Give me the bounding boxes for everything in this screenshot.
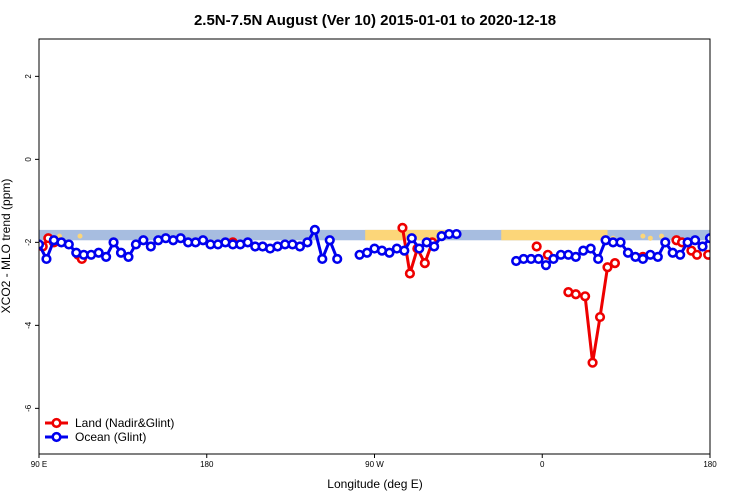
axes: 90 E 180 90 W 0 180 2 0 -2 -4 -6 <box>24 74 717 469</box>
series-1-point-2-5 <box>548 253 559 265</box>
series-0-point-3-0 <box>397 222 408 233</box>
land-band-0 <box>365 229 446 241</box>
legend: Land (Nadir&Glint)Ocean (Glint) <box>45 416 174 444</box>
plot-area <box>39 222 729 368</box>
series-1-point-0-28 <box>242 237 253 248</box>
series-0-point-3-1 <box>404 268 416 279</box>
series-1-point-0-40 <box>332 253 343 265</box>
x-tick-label-1: 180 <box>200 460 214 469</box>
legend-marker-0 <box>51 417 62 429</box>
series-1-point-2-20 <box>660 237 671 248</box>
series-0-point-6-4 <box>594 311 606 323</box>
series-1-point-2-24 <box>689 235 701 246</box>
series-0-point-6-6 <box>609 258 621 269</box>
series-1-point-0-11 <box>115 247 127 258</box>
series-1-point-1-10 <box>429 241 440 252</box>
x-tick-label-0: 90 E <box>31 460 47 469</box>
series-1-point-1-4 <box>384 247 395 258</box>
series-1-point-1-6 <box>399 245 410 256</box>
series-1-point-0-1 <box>41 253 52 265</box>
series-0-line-6 <box>567 261 616 365</box>
series-1-point-2-28 <box>721 236 729 244</box>
legend-label-1: Ocean (Glint) <box>75 430 146 444</box>
series-1-point-0-8 <box>93 247 104 258</box>
series-0-point-6-2 <box>580 291 591 302</box>
series-0-point-4-0 <box>531 241 542 252</box>
series-1-point-0-22 <box>197 235 209 246</box>
y-tick-label-4: -6 <box>24 404 33 412</box>
series-0-point-3-3 <box>419 258 430 269</box>
chart-title: 2.5N-7.5N August (Ver 10) 2015-01-01 to … <box>194 12 556 29</box>
series-1-point-1-8 <box>414 243 425 254</box>
x-tick-label-4: 180 <box>703 460 717 469</box>
series-1-point-0-14 <box>138 235 149 246</box>
series-1-point-1-7 <box>406 233 417 244</box>
series-0-point-6-3 <box>587 357 598 368</box>
x-tick-label-3: 0 <box>540 460 545 469</box>
land-spot-6 <box>640 233 646 239</box>
series-1-point-0-35 <box>294 241 306 252</box>
series-1-point-2-15 <box>622 247 634 258</box>
land-spot-2 <box>77 233 83 239</box>
series-1-point-0-10 <box>108 237 119 248</box>
series-1-point-2-17 <box>637 253 649 265</box>
series-1-point-0-13 <box>130 239 142 250</box>
series-1-point-1-13 <box>451 228 462 240</box>
y-tick-label-3: -4 <box>24 321 33 329</box>
series-1-point-2-25 <box>697 241 708 252</box>
series-1-point-2-22 <box>675 249 686 260</box>
series-1-point-0-19 <box>175 233 186 244</box>
series-1-point-0-37 <box>309 224 320 235</box>
y-tick-label-1: 0 <box>24 157 33 162</box>
legend-label-0: Land (Nadir&Glint) <box>75 416 174 430</box>
series-1-point-0-12 <box>123 251 134 262</box>
series-1-point-0-9 <box>100 251 112 262</box>
series-1-point-0-39 <box>324 235 335 246</box>
y-axis-label: XCO2 - MLO trend (ppm) <box>0 179 13 314</box>
series-1-point-0-36 <box>302 237 313 248</box>
x-axis-label: Longitude (deg E) <box>327 477 422 491</box>
y-tick-label-2: -2 <box>24 238 33 246</box>
y-tick-label-0: 2 <box>24 74 33 79</box>
series-1-point-2-27 <box>714 234 722 242</box>
series-1-point-2-19 <box>652 251 663 262</box>
land-spot-8 <box>659 233 665 239</box>
series-1-point-2-26 <box>704 233 710 244</box>
land-band-1 <box>501 229 608 241</box>
legend-marker-1 <box>51 431 62 443</box>
series-1-point-2-10 <box>585 243 596 254</box>
series-1-point-1-1 <box>361 247 373 258</box>
series-1-point-2-3 <box>533 253 544 265</box>
land-spot-4 <box>526 233 532 239</box>
series-1-point-2-4 <box>540 260 552 271</box>
series-0-point-6-5 <box>602 262 613 273</box>
land-spot-7 <box>647 235 653 241</box>
series-0-point-10-0 <box>703 249 710 260</box>
series-1-point-2-11 <box>593 253 604 265</box>
x-tick-label-2: 90 W <box>365 460 384 469</box>
series-1-point-0-15 <box>145 241 156 252</box>
series-1-point-0-4 <box>63 239 74 250</box>
series-1-point-2-8 <box>570 251 581 262</box>
series-1-point-2-14 <box>615 237 626 248</box>
series-0-point-9-1 <box>691 249 703 260</box>
series-0-point-6-1 <box>570 289 581 300</box>
series-1-point-1-9 <box>421 237 432 248</box>
series-1-point-0-38 <box>317 253 328 265</box>
